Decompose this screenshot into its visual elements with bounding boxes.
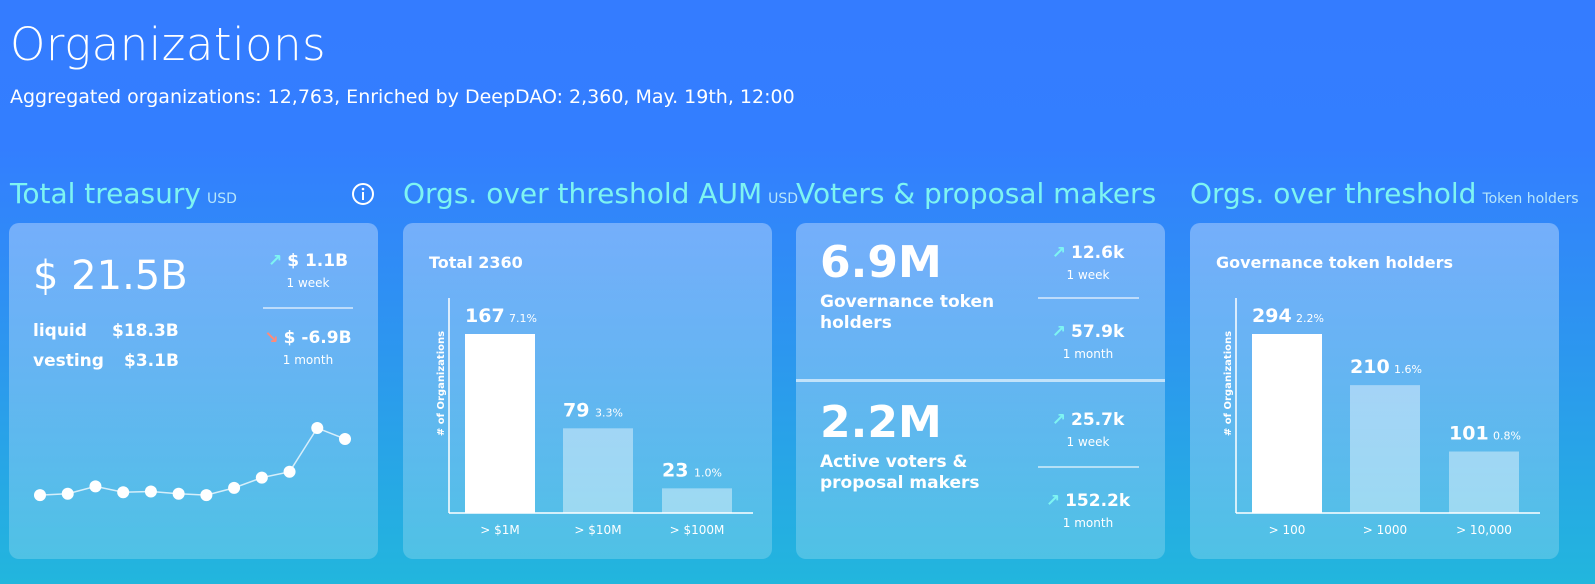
section-title-aum: Orgs. over threshold AUM USD bbox=[403, 177, 798, 210]
treasury-title: Total treasury bbox=[10, 177, 201, 210]
holders-category-3: > 10,000 bbox=[1456, 523, 1512, 537]
treasury-point-9 bbox=[255, 471, 268, 484]
holders-bar-value-3: 101 bbox=[1449, 423, 1489, 445]
holders-label: Governance token holders bbox=[820, 292, 995, 333]
active-month-period: 1 month bbox=[1062, 516, 1114, 530]
aum-title: Orgs. over threshold AUM bbox=[403, 177, 763, 210]
treasury-point-10 bbox=[283, 465, 296, 478]
holders-card: Governance token holders # of Organizati… bbox=[1190, 223, 1559, 559]
aum-bar-percent-2: 3.3% bbox=[595, 406, 623, 419]
vesting-label: vesting bbox=[33, 351, 104, 371]
aum-category-2: > $10M bbox=[574, 523, 621, 537]
arrow-up-right-icon: ↗ bbox=[1051, 322, 1066, 342]
page-subtitle: Aggregated organizations: 12,763, Enrich… bbox=[10, 86, 795, 108]
section-title-holders: Orgs. over threshold Token holders bbox=[1190, 177, 1579, 210]
treasury-week-value: $ 1.1B bbox=[287, 251, 349, 271]
holders-month-period: 1 month bbox=[1062, 347, 1114, 361]
holders-category-2: > 1000 bbox=[1363, 523, 1407, 537]
holders-week-value: 12.6k bbox=[1071, 243, 1125, 263]
voters-separator bbox=[796, 379, 1165, 382]
voters-card: 6.9M Governance token holders ↗ 12.6k 1 w… bbox=[796, 223, 1165, 559]
treasury-point-4 bbox=[117, 486, 130, 499]
holders-bar-1 bbox=[1252, 334, 1322, 513]
holders-divider bbox=[1038, 297, 1139, 299]
aum-bar-value-3: 23 bbox=[662, 459, 688, 481]
holders-bar-3 bbox=[1449, 451, 1519, 513]
holders-week-change: ↗ 12.6k 1 week bbox=[1028, 243, 1148, 282]
treasury-month-value: $ -6.9B bbox=[283, 328, 352, 348]
info-icon[interactable] bbox=[351, 182, 375, 206]
active-divider bbox=[1038, 466, 1139, 468]
treasury-line-chart bbox=[34, 422, 351, 502]
aum-bar-3 bbox=[662, 488, 732, 513]
section-title-treasury: Total treasury USD bbox=[10, 177, 237, 210]
arrow-up-right-icon: ↗ bbox=[1051, 410, 1066, 430]
treasury-point-8 bbox=[228, 481, 241, 494]
aum-bar-value-1: 167 bbox=[465, 305, 505, 327]
aum-total-label: Total 2360 bbox=[429, 253, 523, 272]
arrow-down-right-icon: ↘ bbox=[264, 328, 279, 348]
arrow-up-right-icon: ↗ bbox=[1051, 243, 1066, 263]
treasury-divider bbox=[263, 307, 353, 309]
treasury-line-series bbox=[39, 427, 346, 496]
holders-bar-percent-1: 2.2% bbox=[1296, 312, 1324, 325]
treasury-point-2 bbox=[61, 487, 74, 500]
holders-title: Orgs. over threshold bbox=[1190, 177, 1477, 210]
active-value: 2.2M bbox=[820, 397, 942, 448]
holders-value: 6.9M bbox=[820, 237, 942, 288]
aum-bar-value-2: 79 bbox=[563, 399, 589, 421]
treasury-month-period: 1 month bbox=[282, 353, 334, 367]
voters-title: Voters & proposal makers bbox=[796, 177, 1157, 210]
aum-bar-percent-1: 7.1% bbox=[509, 312, 537, 325]
holders-bar-percent-2: 1.6% bbox=[1394, 363, 1422, 376]
treasury-week-period: 1 week bbox=[286, 276, 330, 290]
liquid-value: $18.3B bbox=[112, 321, 179, 341]
holders-bar-value-1: 294 bbox=[1252, 305, 1292, 327]
liquid-label: liquid bbox=[33, 321, 87, 341]
holders-month-value: 57.9k bbox=[1071, 322, 1125, 342]
holders-week-period: 1 week bbox=[1066, 268, 1110, 282]
holders-bar-chart: 294 2.2% > 100 210 1.6% > 1000 101 0.8% > 10,000 bbox=[1235, 298, 1540, 537]
holders-month-change: ↗ 57.9k 1 month bbox=[1028, 322, 1148, 361]
aum-bar-percent-3: 1.0% bbox=[694, 466, 722, 479]
page-title: Organizations bbox=[10, 18, 327, 71]
arrow-up-right-icon: ↗ bbox=[267, 251, 283, 271]
treasury-unit: USD bbox=[206, 191, 237, 207]
aum-bar-2 bbox=[563, 428, 633, 513]
treasury-point-12 bbox=[339, 432, 351, 445]
holders-chart-title: Governance token holders bbox=[1216, 253, 1454, 272]
aum-unit: USD bbox=[768, 191, 799, 207]
aum-bar-chart: 167 7.1% > $1M 79 3.3% > $10M 23 1.0% > $100M bbox=[448, 298, 753, 537]
aum-category-3: > $100M bbox=[670, 523, 725, 537]
holders-category-1: > 100 bbox=[1269, 523, 1306, 537]
vesting-value: $3.1B bbox=[124, 351, 179, 371]
aum-category-1: > $1M bbox=[480, 523, 520, 537]
holders-bar-2 bbox=[1350, 385, 1420, 513]
aum-bar-1 bbox=[465, 334, 535, 513]
treasury-point-1 bbox=[34, 489, 46, 502]
treasury-total: $ 21.5B bbox=[33, 253, 188, 299]
treasury-month-change: ↘ $ -6.9B 1 month bbox=[248, 328, 368, 367]
treasury-point-3 bbox=[89, 480, 102, 493]
holders-bar-value-2: 210 bbox=[1350, 356, 1390, 378]
active-week-value: 25.7k bbox=[1071, 410, 1125, 430]
active-week-change: ↗ 25.7k 1 week bbox=[1028, 410, 1148, 449]
treasury-point-5 bbox=[144, 485, 157, 498]
active-label: Active voters & proposal makers bbox=[820, 452, 980, 493]
holders-bar-percent-3: 0.8% bbox=[1493, 430, 1521, 443]
treasury-week-change: ↗ $ 1.1B 1 week bbox=[248, 251, 368, 290]
active-month-value: 152.2k bbox=[1065, 491, 1131, 511]
aum-card: Total 2360 # of Organizations 167 7.1% > $… bbox=[403, 223, 772, 559]
active-week-period: 1 week bbox=[1066, 435, 1110, 449]
treasury-point-11 bbox=[311, 422, 324, 434]
arrow-up-right-icon: ↗ bbox=[1045, 491, 1061, 511]
active-month-change: ↗ 152.2k 1 month bbox=[1028, 491, 1148, 530]
treasury-point-7 bbox=[200, 489, 213, 502]
holders-unit: Token holders bbox=[1482, 191, 1579, 207]
treasury-card: $ 21.5B liquid $18.3B vesting $3.1B ↗ $ 1… bbox=[9, 223, 378, 559]
treasury-point-6 bbox=[172, 487, 185, 500]
section-title-voters: Voters & proposal makers bbox=[796, 177, 1156, 210]
